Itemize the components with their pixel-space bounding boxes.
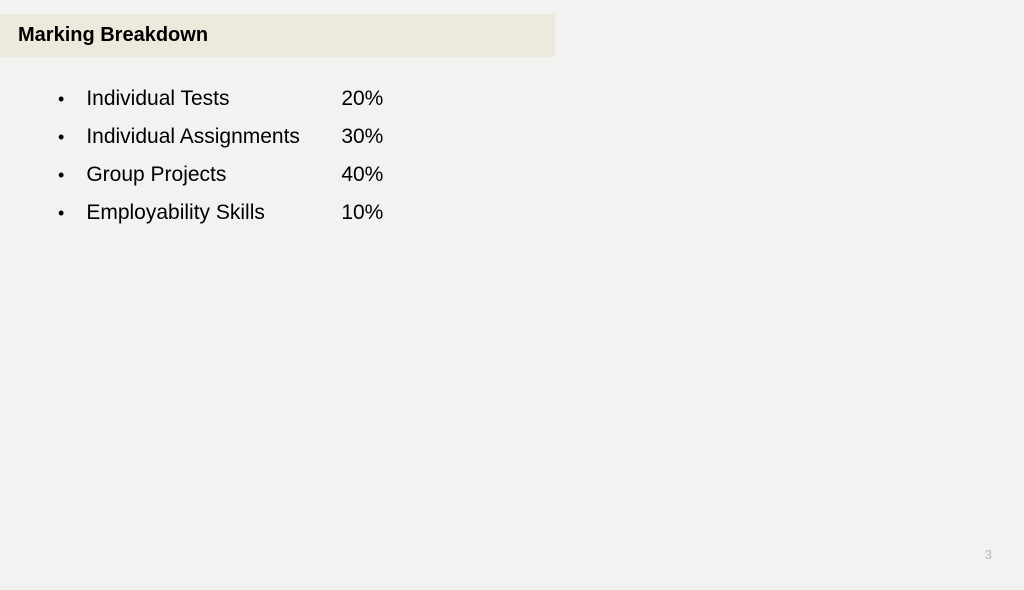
item-percent: 10% [341, 201, 383, 225]
bullet-icon: • [58, 89, 64, 110]
list-item: • Individual Tests 20% [58, 87, 1024, 111]
marking-list: • Individual Tests 20% • Individual Assi… [58, 87, 1024, 225]
item-label: Group Projects [86, 163, 341, 187]
list-item: • Individual Assignments 30% [58, 125, 1024, 149]
page-number: 3 [985, 547, 992, 562]
item-percent: 20% [341, 87, 383, 111]
item-label: Individual Tests [86, 87, 341, 111]
title-bar: Marking Breakdown [0, 14, 555, 57]
slide-title: Marking Breakdown [18, 24, 208, 46]
item-label: Individual Assignments [86, 125, 341, 149]
item-percent: 40% [341, 163, 383, 187]
bullet-icon: • [58, 127, 64, 148]
item-percent: 30% [341, 125, 383, 149]
content-area: • Individual Tests 20% • Individual Assi… [58, 87, 1024, 225]
bullet-icon: • [58, 203, 64, 224]
list-item: • Group Projects 40% [58, 163, 1024, 187]
list-item: • Employability Skills 10% [58, 201, 1024, 225]
item-label: Employability Skills [86, 201, 341, 225]
bullet-icon: • [58, 165, 64, 186]
